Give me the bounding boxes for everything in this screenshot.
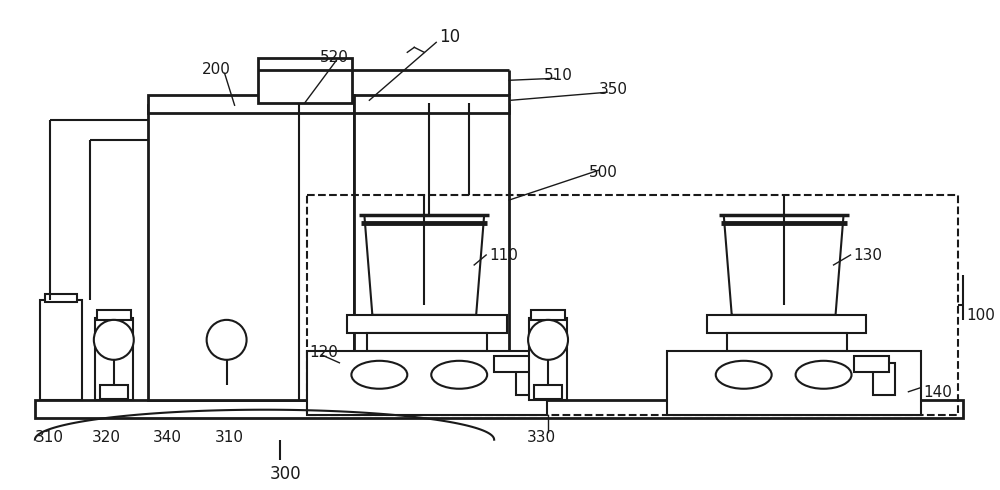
Bar bbox=[258, 58, 352, 103]
Bar bbox=[260, 318, 301, 400]
Text: 200: 200 bbox=[202, 62, 231, 77]
Bar bbox=[155, 310, 187, 320]
Text: 350: 350 bbox=[599, 82, 628, 98]
Text: 500: 500 bbox=[589, 165, 618, 180]
Text: 10: 10 bbox=[439, 28, 460, 47]
Bar bbox=[35, 400, 963, 417]
Bar bbox=[367, 333, 487, 351]
Bar bbox=[213, 385, 241, 399]
Bar bbox=[347, 315, 507, 333]
Ellipse shape bbox=[796, 361, 852, 389]
Text: 130: 130 bbox=[854, 248, 883, 263]
Bar bbox=[707, 315, 866, 333]
Circle shape bbox=[94, 320, 134, 360]
Text: 330: 330 bbox=[527, 430, 556, 445]
Text: 120: 120 bbox=[309, 345, 338, 360]
Text: 300: 300 bbox=[270, 465, 301, 483]
Bar bbox=[354, 105, 509, 400]
Bar bbox=[100, 385, 128, 399]
Bar bbox=[531, 310, 565, 320]
Bar bbox=[208, 318, 246, 400]
Bar bbox=[667, 351, 921, 415]
Bar bbox=[534, 385, 562, 399]
Bar bbox=[307, 351, 547, 415]
Ellipse shape bbox=[716, 361, 772, 389]
Bar bbox=[307, 195, 958, 415]
Polygon shape bbox=[724, 215, 844, 315]
Text: 110: 110 bbox=[489, 248, 518, 263]
Polygon shape bbox=[364, 215, 484, 315]
Text: 310: 310 bbox=[215, 430, 244, 445]
Bar bbox=[150, 318, 192, 400]
Circle shape bbox=[528, 320, 568, 360]
Bar bbox=[45, 294, 77, 302]
Bar bbox=[727, 333, 847, 351]
Text: 510: 510 bbox=[544, 68, 573, 83]
Bar bbox=[148, 95, 354, 113]
Text: 140: 140 bbox=[923, 385, 952, 400]
Bar bbox=[148, 105, 354, 400]
Text: 340: 340 bbox=[153, 430, 182, 445]
Bar bbox=[494, 356, 534, 372]
Ellipse shape bbox=[351, 361, 407, 389]
Bar bbox=[97, 310, 131, 320]
Ellipse shape bbox=[431, 361, 487, 389]
Text: 310: 310 bbox=[35, 430, 64, 445]
Text: 320: 320 bbox=[92, 430, 121, 445]
Bar bbox=[529, 318, 567, 400]
Bar bbox=[354, 95, 509, 113]
Bar bbox=[95, 318, 133, 400]
Text: 100: 100 bbox=[966, 308, 995, 323]
Bar bbox=[210, 310, 244, 320]
Bar bbox=[40, 300, 82, 400]
Bar bbox=[516, 363, 538, 395]
Bar bbox=[854, 356, 889, 372]
Circle shape bbox=[207, 320, 247, 360]
Bar bbox=[873, 363, 895, 395]
Text: 520: 520 bbox=[319, 50, 348, 65]
Bar bbox=[265, 310, 296, 320]
